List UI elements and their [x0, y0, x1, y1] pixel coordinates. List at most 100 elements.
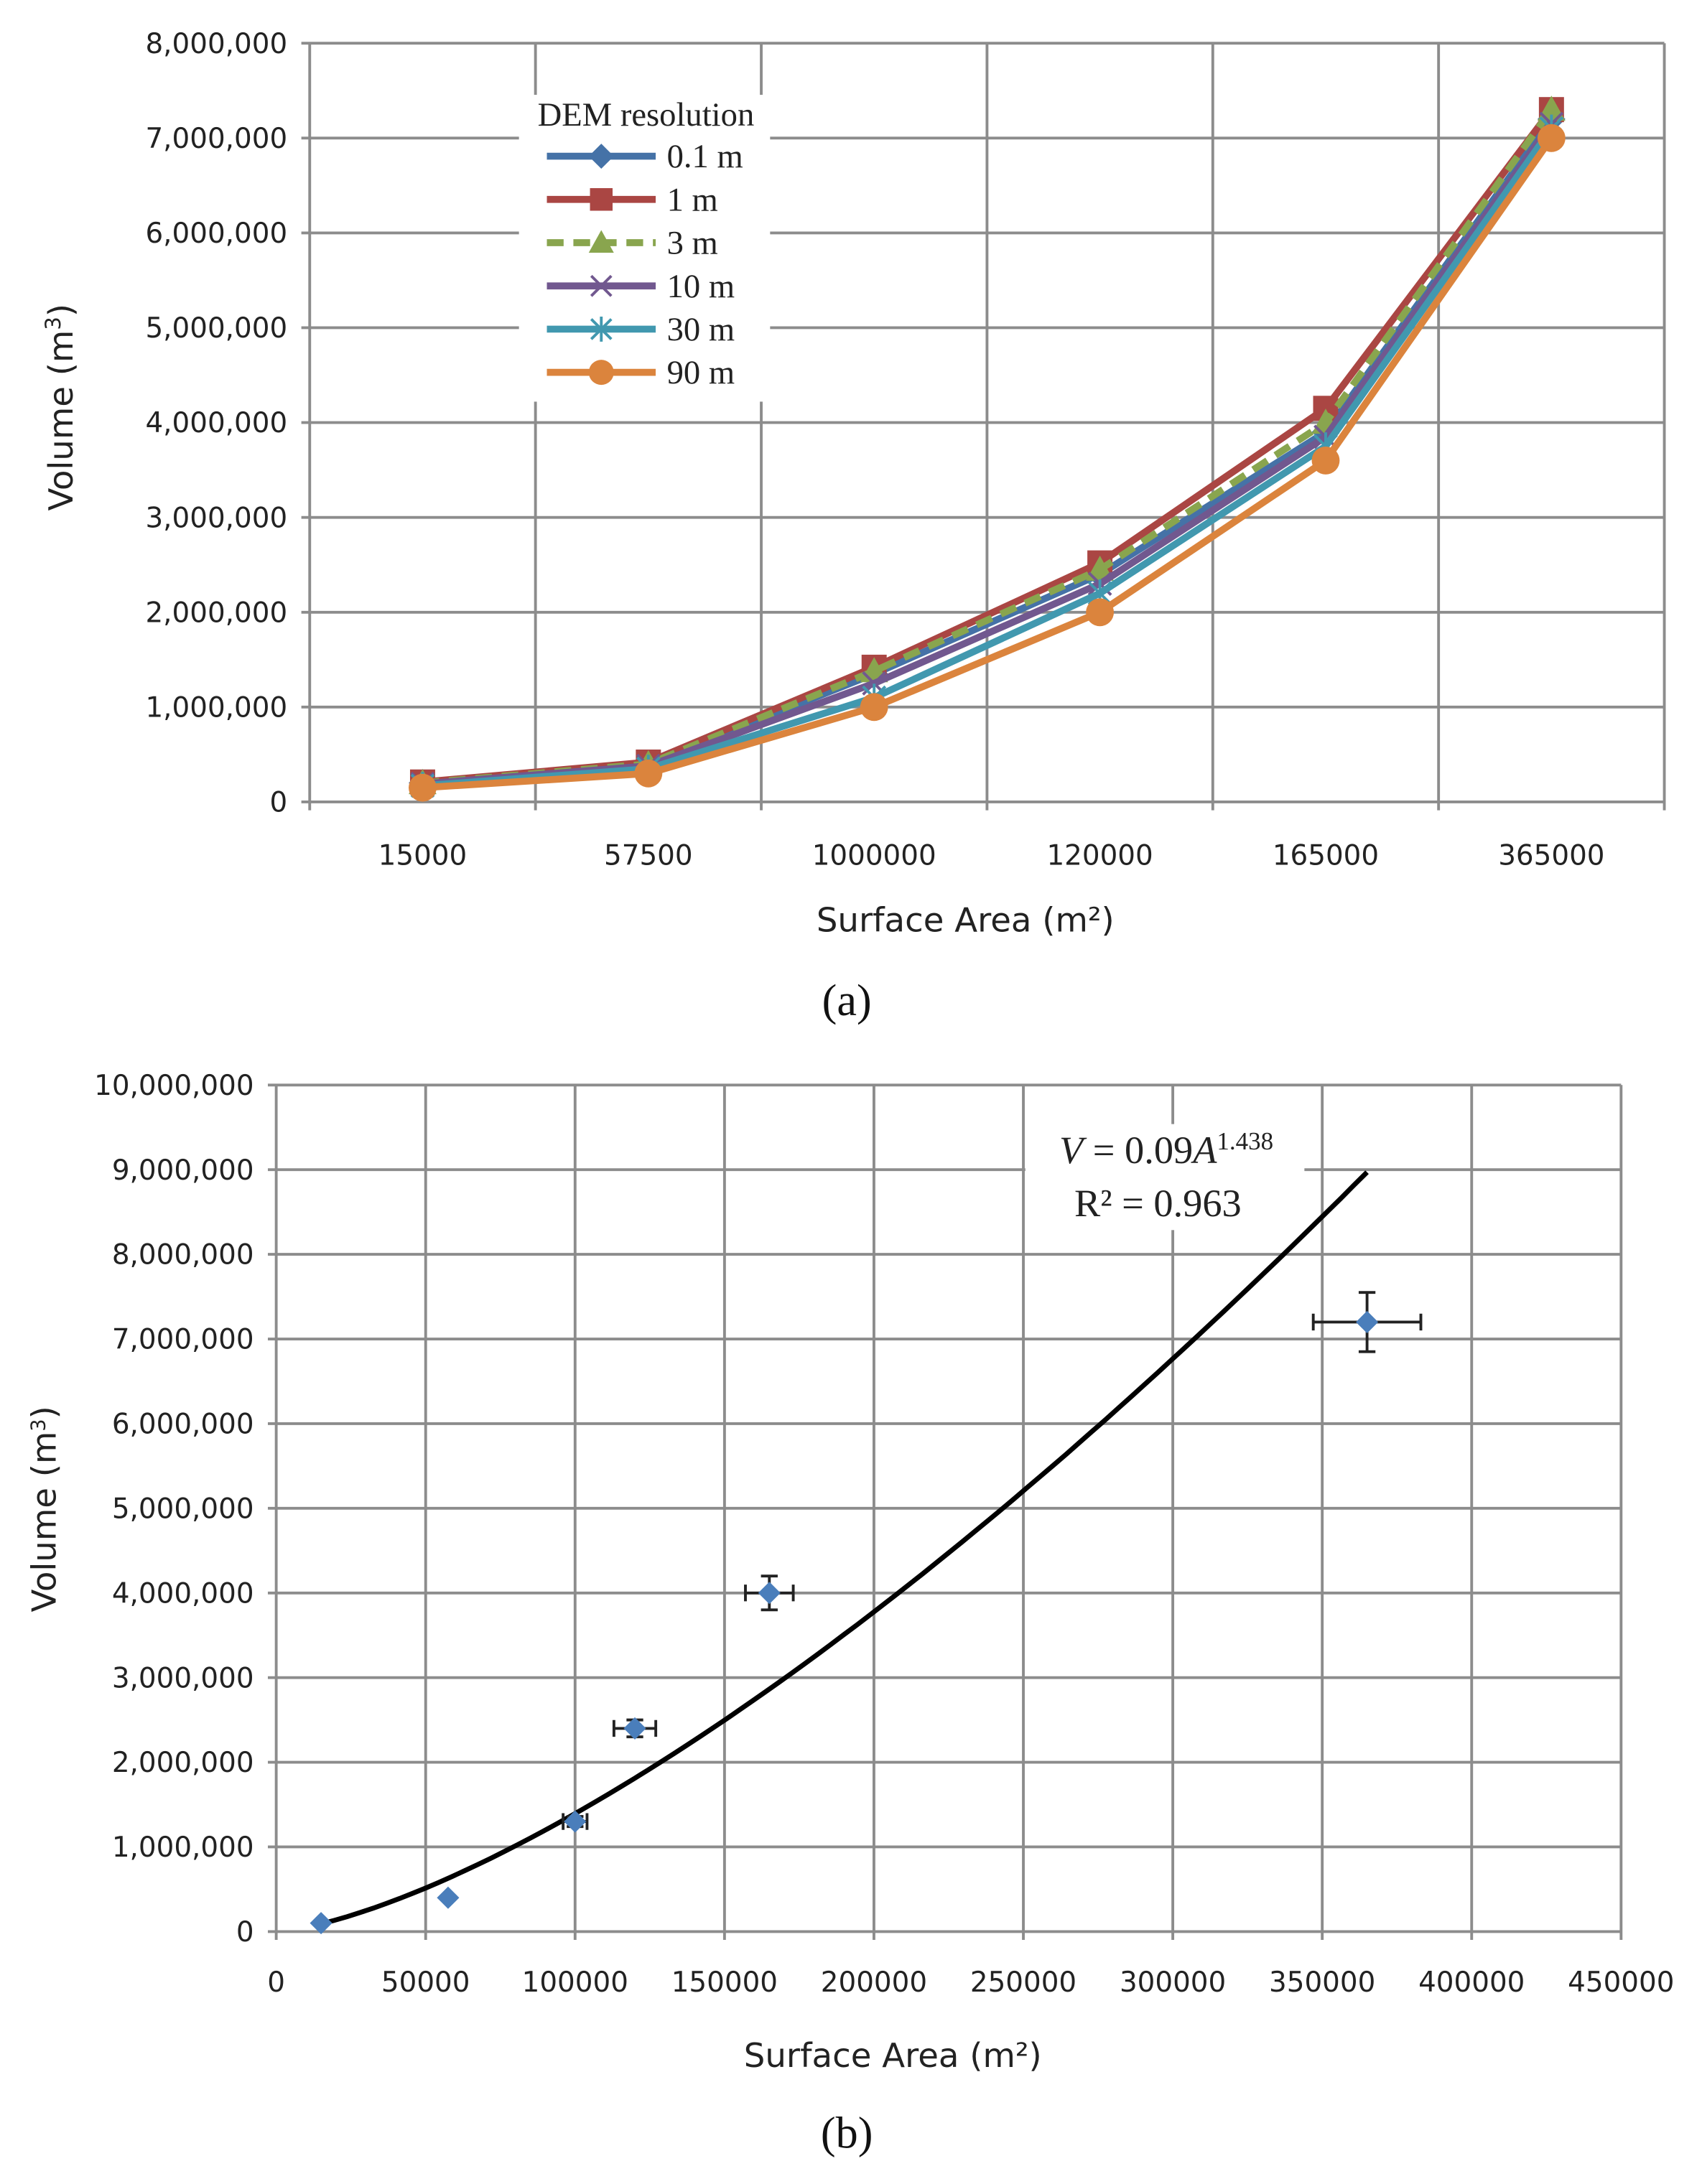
x-tick-label: 120000: [1046, 839, 1153, 872]
x-tick-label: 100000: [522, 1966, 628, 1999]
x-tick-label: 50000: [381, 1966, 470, 1999]
chart-b-data-points: [310, 1291, 1423, 1935]
chart-a: 0 1,000,000 2,000,000 3,000,000 4,000,000 5,0…: [41, 28, 1666, 1025]
r-squared-label: R² = 0.963: [1074, 1182, 1242, 1225]
circle-marker: [634, 759, 663, 788]
y-tick-label: 6,000,000: [145, 218, 287, 250]
panel-label-a: (a): [822, 976, 872, 1025]
chart-b-x-tick-labels: 0 50000 100000 150000 200000 250000 300000 3500…: [267, 1966, 1674, 1999]
series-90-m: [409, 123, 1566, 802]
y-tick-label: 8,000,000: [112, 1239, 254, 1271]
legend-label: 1 m: [667, 181, 718, 218]
x-tick-label: 15000: [378, 839, 468, 872]
legend-label: 0.1 m: [667, 138, 743, 175]
circle-marker: [860, 693, 888, 722]
y-tick-label: 4,000,000: [112, 1577, 254, 1610]
chart-a-x-axis-label: Surface Area (m²): [817, 901, 1115, 940]
circle-marker: [1086, 598, 1115, 627]
annotation-background: [1025, 1124, 1305, 1231]
chart-b-x-axis-label: Surface Area (m²): [744, 2036, 1042, 2075]
y-tick-label: 4,000,000: [145, 407, 287, 439]
legend-item: 1 m: [547, 181, 718, 218]
x-tick-label: 350000: [1269, 1966, 1375, 1999]
x-marker: [590, 274, 613, 297]
y-tick-label: 1,000,000: [112, 1831, 254, 1864]
circle-marker: [588, 360, 614, 386]
legend-item: 0.1 m: [547, 138, 743, 175]
chart-b-y-tick-labels: 0 1,000,000 2,000,000 3,000,000 4,000,000 5,0…: [94, 1070, 254, 1949]
chart-b-gridlines: [267, 1083, 1623, 1941]
diamond-marker: [564, 1810, 587, 1833]
legend-title: DEM resolution: [538, 96, 755, 134]
legend-background: [518, 95, 771, 402]
data-point: [744, 1574, 795, 1612]
legend-label: 3 m: [667, 225, 718, 262]
x-tick-label: 450000: [1568, 1966, 1674, 1999]
data-point: [612, 1717, 658, 1740]
x-tick-label: 400000: [1418, 1966, 1525, 1999]
legend-item: 30 m: [547, 311, 735, 348]
y-tick-label: 0: [269, 787, 287, 819]
y-tick-label: 7,000,000: [145, 123, 287, 155]
diamond-marker: [310, 1912, 333, 1935]
y-tick-label: 6,000,000: [112, 1409, 254, 1441]
diamond-marker: [437, 1886, 460, 1909]
diamond-marker: [758, 1582, 781, 1605]
y-tick-label: 5,000,000: [145, 312, 287, 345]
chart-a-y-axis-label: Volume (m3): [41, 304, 80, 510]
diamond-marker: [623, 1717, 646, 1740]
y-tick-label: 2,000,000: [145, 597, 287, 629]
data-point: [310, 1912, 333, 1935]
x-tick-label: 1000000: [812, 839, 936, 872]
chart-a-legend: DEM resolution 0.1 m 1 m 3 m 10 m 30 m 90 m: [518, 95, 771, 402]
circle-marker: [1311, 446, 1340, 475]
triangle-marker: [588, 230, 614, 253]
data-point: [437, 1886, 460, 1909]
legend-label: 10 m: [667, 268, 735, 305]
x-tick-label: 200000: [821, 1966, 927, 1999]
star-marker: [590, 316, 613, 342]
x-tick-label: 300000: [1120, 1966, 1226, 1999]
legend-item: 90 m: [547, 354, 735, 391]
chart-a-x-tick-labels: 15000 57500 1000000 120000 165000 365000: [378, 839, 1605, 872]
chart-a-y-tick-labels: 0 1,000,000 2,000,000 3,000,000 4,000,000 5,0…: [145, 28, 287, 819]
y-tick-label: 3,000,000: [112, 1662, 254, 1694]
chart-b-equation-annotation: V = 0.09A1.438 R² = 0.963: [1025, 1124, 1305, 1231]
y-tick-label: 1,000,000: [145, 691, 287, 724]
y-tick-label: 7,000,000: [112, 1324, 254, 1356]
y-tick-label: 5,000,000: [112, 1493, 254, 1525]
triangle-marker: [1537, 95, 1566, 121]
square-marker: [590, 188, 613, 211]
y-tick-label: 0: [236, 1916, 254, 1949]
chart-a-series: [409, 95, 1566, 802]
x-tick-label: 250000: [970, 1966, 1076, 1999]
y-tick-label: 9,000,000: [112, 1154, 254, 1187]
chart-b: 0 1,000,000 2,000,000 3,000,000 4,000,000 5,0…: [25, 1070, 1675, 2158]
panel-label-b: (b): [821, 2109, 873, 2157]
legend-item: 10 m: [547, 268, 735, 305]
legend-label: 30 m: [667, 311, 735, 348]
data-point: [1311, 1291, 1423, 1353]
legend-label: 90 m: [667, 354, 735, 391]
triangle-marker: [1086, 555, 1115, 581]
x-tick-label: 57500: [604, 839, 693, 872]
y-tick-label: 8,000,000: [145, 28, 287, 60]
y-tick-label: 10,000,000: [94, 1070, 254, 1102]
diamond-marker: [588, 144, 614, 169]
y-tick-label: 3,000,000: [145, 502, 287, 534]
legend-item: 3 m: [547, 225, 718, 262]
chart-b-y-axis-label: Volume (m3): [25, 1406, 64, 1612]
circle-marker: [409, 773, 437, 802]
y-tick-label: 2,000,000: [112, 1747, 254, 1779]
data-point: [562, 1810, 589, 1833]
circle-marker: [1537, 123, 1566, 152]
trendline-equation: V = 0.09A1.438: [1059, 1127, 1273, 1172]
chart-a-gridlines: [301, 42, 1666, 811]
diamond-marker: [1356, 1310, 1379, 1333]
x-tick-label: 0: [267, 1966, 285, 1999]
x-tick-label: 165000: [1273, 839, 1379, 872]
power-trendline: [320, 1170, 1369, 1927]
x-tick-label: 365000: [1498, 839, 1604, 872]
x-tick-label: 150000: [671, 1966, 778, 1999]
